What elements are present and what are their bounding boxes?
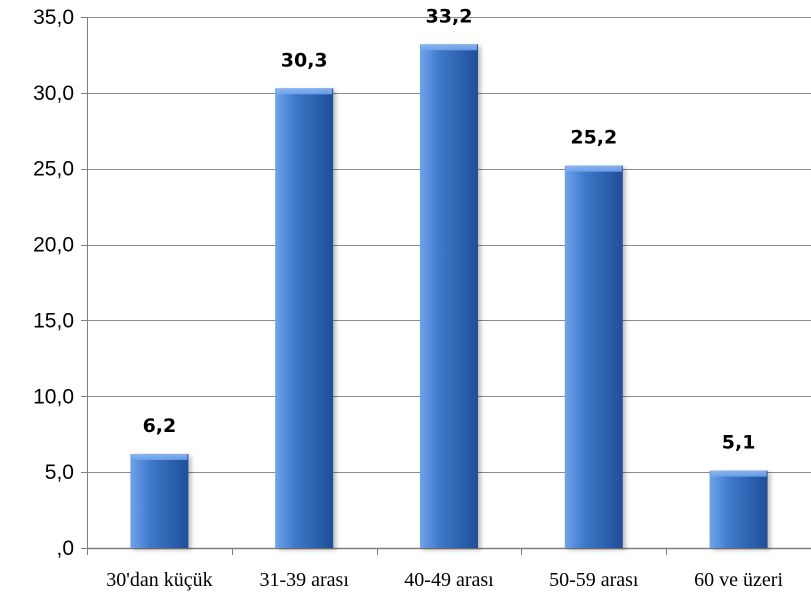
data-label: 6,2 [143,415,177,437]
bar-group [420,44,478,549]
bar [275,88,334,548]
y-tick-label: ,0 [56,537,74,560]
bar-group [564,165,623,548]
bar-group [275,88,334,548]
data-label: 30,3 [281,49,328,71]
bar-top-bevel [421,44,477,51]
bars [130,44,768,549]
x-tick-label: 30'dan küçük [106,569,212,591]
bar-top-bevel [276,88,333,95]
bar-top-bevel [710,470,767,477]
labels: ,0 5,0 10,0 15,0 20,0 25,0 30,0 35,0 6,2 30'dan k… [33,5,783,591]
x-tick-label: 50-59 arası [549,569,639,591]
y-tick-label: 35,0 [33,6,74,29]
y-tick-label: 20,0 [33,234,74,257]
y-tick-label: 25,0 [33,158,74,181]
bar-group [709,470,768,548]
data-label: 33,2 [426,5,473,27]
bar [420,44,478,549]
data-label: 25,2 [570,127,617,149]
x-tick-label: 60 ve üzeri [694,569,783,591]
axes [81,17,811,555]
bar [130,453,189,548]
bar [709,470,768,548]
bar-group [130,453,189,548]
y-tick-label: 30,0 [33,82,74,105]
bar-top-bevel [131,453,188,460]
y-tick-label: 10,0 [33,385,74,408]
bar [564,165,623,548]
x-tick-label: 40-49 arası [404,569,494,591]
y-tick-label: 5,0 [45,461,74,484]
y-tick-label: 15,0 [33,309,74,332]
data-label: 5,1 [722,432,756,454]
x-tick-label: 31-39 arası [259,569,349,591]
bar-top-bevel [565,165,622,172]
